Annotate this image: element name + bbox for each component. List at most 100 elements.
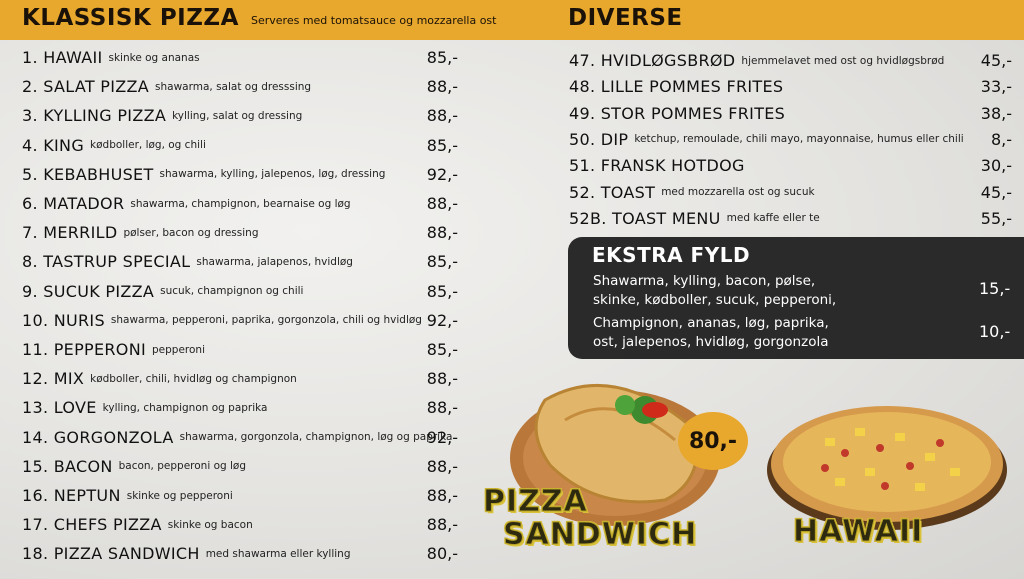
menu-item-name: 49. STOR POMMES FRITES bbox=[569, 103, 786, 123]
menu-item-name: 8. TASTRUP SPECIAL bbox=[22, 252, 191, 272]
menu-item-name: 13. LOVE bbox=[22, 398, 97, 418]
hawaii-label: HAWAII bbox=[792, 514, 924, 550]
menu-item-price: 88,- bbox=[426, 398, 458, 418]
menu-item: 52B. TOAST MENU med kaffe eller te bbox=[569, 204, 820, 233]
menu-item-description: sucuk, champignon og chili bbox=[160, 285, 304, 298]
ekstra-group2-price: 10,- bbox=[979, 322, 1011, 341]
ekstra-fyld-panel bbox=[568, 237, 1024, 359]
menu-item-price: 92,- bbox=[426, 164, 458, 184]
menu-item-price: 92,- bbox=[426, 310, 458, 330]
menu-item: 16. NEPTUN skinke og pepperoni bbox=[22, 481, 233, 510]
klassisk-pizza-title: KLASSISK PIZZA bbox=[22, 5, 239, 31]
menu-item-description: skinke og pepperoni bbox=[126, 489, 233, 502]
menu-item: 52. TOAST med mozzarella ost og sucuk bbox=[569, 178, 815, 207]
menu-item-price: 85,- bbox=[426, 252, 458, 272]
menu-item: 2. SALAT PIZZA shawarma, salat og dresssi… bbox=[22, 72, 311, 101]
menu-item-name: 14. GORGONZOLA bbox=[22, 427, 174, 447]
menu-item-price: 92,- bbox=[426, 427, 458, 447]
menu-item-price: 88,- bbox=[426, 369, 458, 389]
menu-item-name: 5. KEBABHUSET bbox=[22, 164, 154, 184]
klassisk-pizza-subtitle: Serveres med tomatsauce og mozzarella os… bbox=[251, 14, 497, 27]
menu-item: 49. STOR POMMES FRITES bbox=[569, 99, 785, 128]
menu-item-name: 7. MERRILD bbox=[22, 223, 118, 243]
menu-item-price: 85,- bbox=[426, 135, 458, 155]
menu-item-description: med mozzarella ost og sucuk bbox=[661, 186, 815, 198]
menu-item-description: kødboller, chili, hvidløg og champignon bbox=[90, 372, 297, 385]
menu-item-price: 8,- bbox=[990, 129, 1012, 149]
menu-item-description: med shawarma eller kylling bbox=[205, 547, 351, 560]
menu-item-price: 88,- bbox=[426, 77, 458, 97]
menu-item-name: 18. PIZZA SANDWICH bbox=[22, 544, 200, 564]
menu-item-description: shawarma, jalapenos, hvidløg bbox=[196, 255, 353, 268]
hawaii-pizza-image bbox=[767, 406, 1007, 530]
menu-item: 4. KING kødboller, løg, og chili bbox=[22, 131, 206, 160]
menu-item-price: 45,- bbox=[980, 51, 1012, 70]
menu-item: 47. HVIDLØGSBRØD hjemmelavet med ost og h… bbox=[569, 46, 944, 75]
menu-item-price: 88,- bbox=[426, 106, 458, 126]
menu-item-name: 6. MATADOR bbox=[22, 194, 125, 213]
menu-item-name: 10. NURIS bbox=[22, 310, 105, 330]
menu-item: 18. PIZZA SANDWICH med shawarma eller kyl… bbox=[22, 539, 351, 568]
menu-item-name: 51. FRANSK HOTDOG bbox=[569, 156, 745, 176]
menu-item: 6. MATADOR shawarma, champignon, bearnais… bbox=[22, 189, 351, 218]
pizza-sandwich-image bbox=[510, 383, 720, 526]
menu-item: 11. PEPPERONI pepperoni bbox=[22, 335, 205, 364]
header-bar bbox=[0, 0, 1024, 40]
menu-item-name: 15. BACON bbox=[22, 456, 113, 476]
menu-item: 7. MERRILD pølser, bacon og dressing bbox=[22, 218, 259, 247]
menu-item-name: 52. TOAST bbox=[569, 182, 656, 202]
menu-item-price: 45,- bbox=[980, 182, 1012, 202]
menu-item: 14. GORGONZOLA shawarma, gorgonzola, cham… bbox=[22, 423, 452, 452]
menu-item-name: 4. KING bbox=[22, 135, 85, 155]
menu-item: 10. NURIS shawarma, pepperoni, paprika, g… bbox=[22, 306, 422, 335]
menu-item-price: 88,- bbox=[426, 515, 458, 535]
menu-item-description: pepperoni bbox=[152, 343, 205, 356]
price-badge-80: 80,- bbox=[678, 412, 748, 470]
menu-item-name: 11. PEPPERONI bbox=[22, 340, 146, 359]
menu-item: 13. LOVE kylling, champignon og paprika bbox=[22, 393, 268, 422]
menu-item-name: 47. HVIDLØGSBRØD bbox=[569, 51, 736, 70]
menu-item-price: 85,- bbox=[426, 340, 458, 359]
menu-item-price: 85,- bbox=[426, 281, 458, 301]
menu-item-price: 33,- bbox=[980, 77, 1012, 97]
menu-item: 15. BACON bacon, pepperoni og løg bbox=[22, 452, 246, 481]
menu-item: 8. TASTRUP SPECIAL shawarma, jalapenos, h… bbox=[22, 247, 353, 276]
menu-item: 48. LILLE POMMES FRITES bbox=[569, 72, 783, 101]
menu-item-description: skinke og bacon bbox=[167, 518, 253, 531]
menu-item: 9. SUCUK PIZZA sucuk, champignon og chili bbox=[22, 277, 303, 306]
menu-item-name: 2. SALAT PIZZA bbox=[22, 77, 150, 97]
menu-item-description: bacon, pepperoni og løg bbox=[118, 460, 247, 473]
pizza-sandwich-label-line1: PIZZA bbox=[483, 484, 588, 520]
menu-item: 3. KYLLING PIZZA kylling, salat og dressi… bbox=[22, 101, 302, 130]
menu-item-name: 16. NEPTUN bbox=[22, 486, 121, 505]
ekstra-group2-line2: ost, jalepenos, hvidløg, gorgonzola bbox=[593, 334, 829, 350]
ekstra-group2-line1: Champignon, ananas, løg, paprika, bbox=[593, 315, 829, 331]
menu-item-description: pølser, bacon og dressing bbox=[123, 226, 259, 239]
menu-item-description: ketchup, remoulade, chili mayo, mayonnai… bbox=[634, 133, 964, 146]
menu-item: 17. CHEFS PIZZA skinke og bacon bbox=[22, 510, 253, 539]
menu-item-price: 55,- bbox=[980, 208, 1012, 228]
menu-item-description: shawarma, champignon, bearnaise og løg bbox=[130, 197, 351, 210]
menu-item-price: 38,- bbox=[980, 103, 1012, 123]
menu-item-description: kylling, champignon og paprika bbox=[102, 401, 268, 414]
ekstra-group1-line1: Shawarma, kylling, bacon, pølse, bbox=[593, 273, 816, 289]
menu-item-name: 3. KYLLING PIZZA bbox=[22, 106, 167, 126]
menu-item-description: kødboller, løg, og chili bbox=[90, 139, 206, 152]
diverse-title: DIVERSE bbox=[568, 5, 683, 31]
menu-item-name: 17. CHEFS PIZZA bbox=[22, 515, 162, 535]
menu-item-name: 50. DIP bbox=[569, 129, 629, 149]
menu-item-description: hjemmelavet med ost og hvidløgsbrød bbox=[741, 54, 945, 67]
menu-item-price: 80,- bbox=[426, 544, 458, 564]
ekstra-group1-price: 15,- bbox=[979, 279, 1011, 298]
menu-item: 50. DIP ketchup, remoulade, chili mayo, m… bbox=[569, 125, 964, 154]
menu-item: 12. MIX kødboller, chili, hvidløg og cham… bbox=[22, 364, 297, 393]
menu-item-description: shawarma, pepperoni, paprika, gorgonzola… bbox=[110, 314, 422, 327]
menu-item-name: 9. SUCUK PIZZA bbox=[22, 281, 155, 301]
menu-item: 51. FRANSK HOTDOG bbox=[569, 151, 745, 180]
menu-item-name: 1. HAWAII bbox=[22, 48, 103, 67]
menu-item-price: 30,- bbox=[980, 156, 1012, 176]
menu-item: 5. KEBABHUSET shawarma, kylling, jalepeno… bbox=[22, 160, 385, 189]
menu-item-price: 88,- bbox=[426, 456, 458, 476]
menu-item-price: 88,- bbox=[426, 194, 458, 213]
menu-item-price: 85,- bbox=[426, 48, 458, 67]
